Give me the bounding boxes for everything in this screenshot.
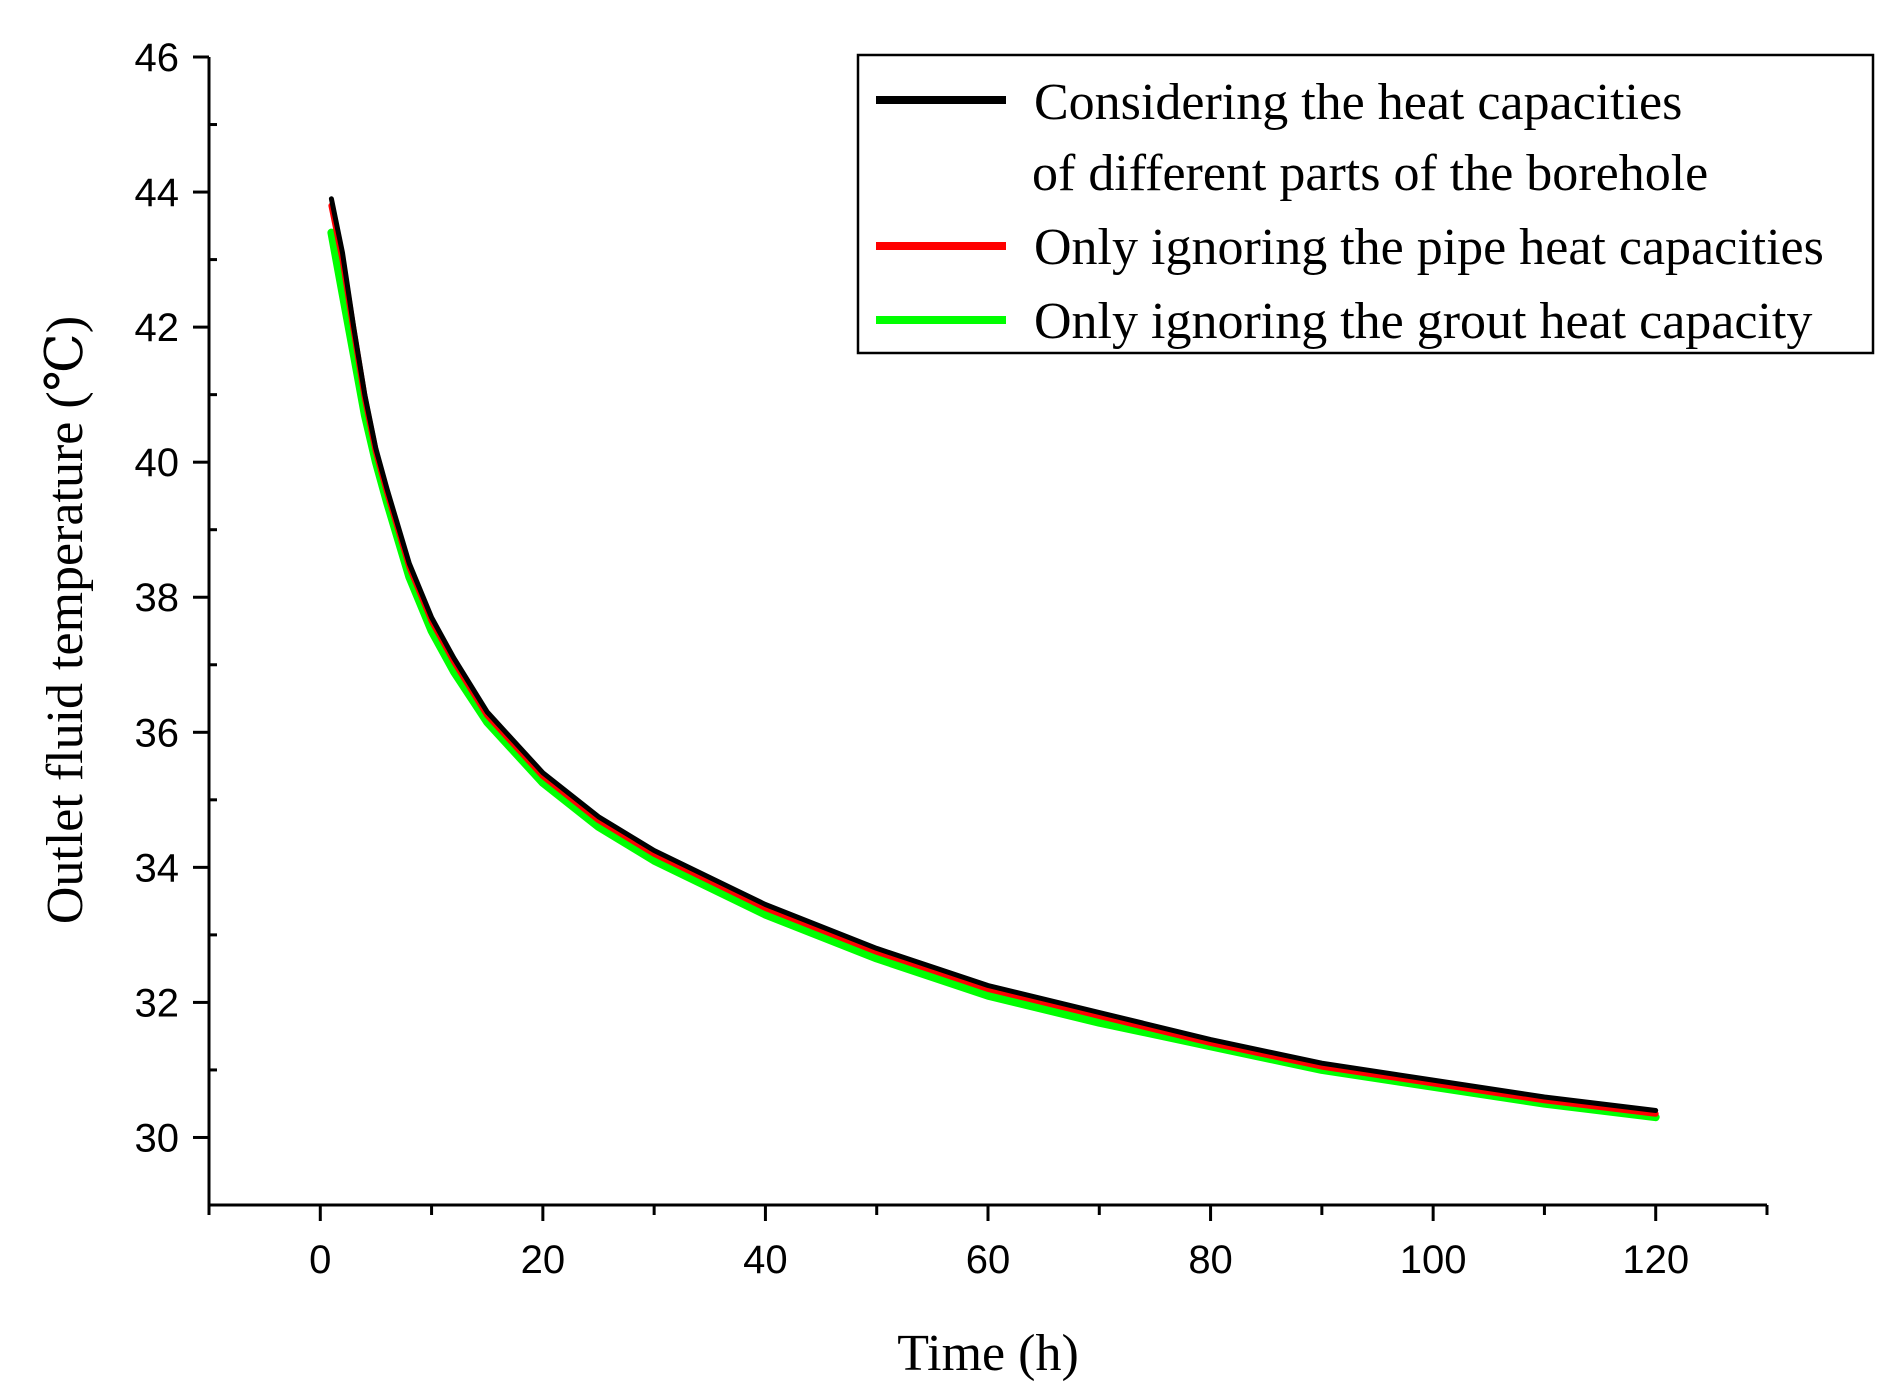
y-axis-ticks: 30 32 34 36 38 40 42 44 46: [135, 36, 217, 1207]
y-tick-label: 40: [135, 441, 180, 485]
series-lines: [327, 196, 1660, 1122]
legend-label-1: Considering the heat capacities: [1034, 74, 1682, 131]
y-tick-label: 32: [135, 981, 180, 1025]
x-axis-title: Time (h): [897, 1325, 1079, 1382]
x-tick-label: 100: [1400, 1238, 1467, 1282]
y-tick-label: 38: [135, 576, 180, 620]
series-line-considering-heat-capacities: [328, 196, 1659, 1113]
x-axis-ticks: 0 20 40 60 80 100 120: [207, 1205, 1769, 1282]
y-tick-label: 34: [135, 846, 180, 890]
y-tick-label: 46: [135, 36, 180, 80]
y-tick-label: 30: [135, 1116, 180, 1160]
x-tick-label: 20: [521, 1238, 566, 1282]
y-tick-label: 42: [135, 306, 180, 350]
x-tick-label: 0: [309, 1238, 331, 1282]
legend: Considering the heat capacities of diffe…: [856, 53, 1875, 355]
x-tick-label: 80: [1188, 1238, 1233, 1282]
legend-label-1-line2: of different parts of the borehole: [1032, 145, 1708, 202]
x-tick-label: 120: [1622, 1238, 1689, 1282]
y-axis-title: Outlet fluid temperature (℃): [37, 316, 94, 924]
x-tick-label: 40: [743, 1238, 788, 1282]
x-tick-label: 60: [966, 1238, 1011, 1282]
y-tick-label: 44: [135, 171, 180, 215]
legend-label-3: Only ignoring the grout heat capacity: [1034, 293, 1812, 350]
legend-box: [856, 53, 1875, 355]
y-tick-label: 36: [135, 711, 180, 755]
legend-label-2: Only ignoring the pipe heat capacities: [1034, 219, 1824, 276]
